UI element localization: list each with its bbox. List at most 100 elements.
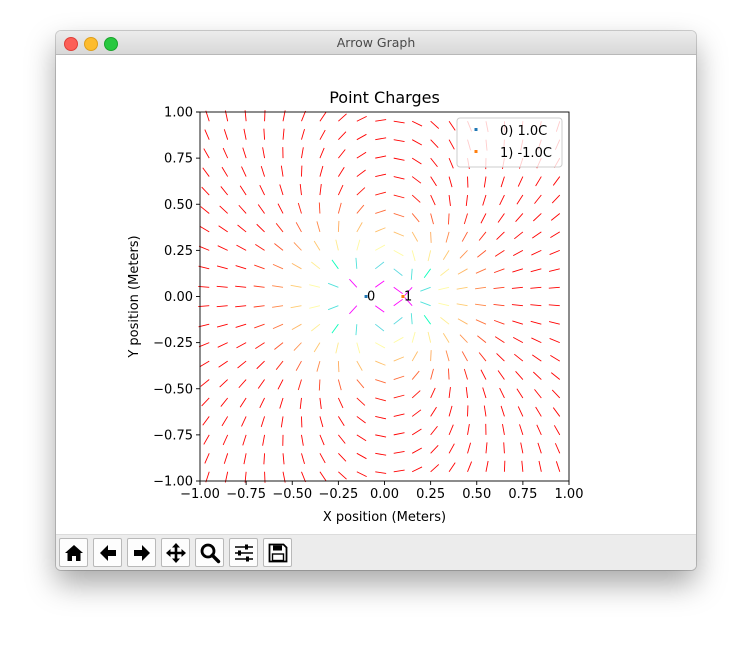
field-arrow [477,335,487,343]
field-arrow [221,416,229,427]
field-arrow [467,461,473,472]
field-arrow [272,323,284,330]
field-arrow [448,443,455,454]
field-arrow [259,397,265,409]
field-arrow [393,157,405,161]
save-button[interactable] [263,538,292,567]
field-arrow [337,167,345,177]
field-arrow [356,397,366,406]
field-arrow [236,342,247,349]
field-arrow [374,261,385,270]
field-arrow [530,304,542,307]
zoom-button[interactable] [195,538,224,567]
field-arrow [393,298,403,307]
field-arrow [430,139,439,148]
subplots-button[interactable] [229,538,258,567]
field-arrow [253,305,265,308]
field-arrow [318,379,321,391]
field-arrow [277,203,284,214]
field-arrow [512,268,524,273]
field-arrow [337,220,340,232]
field-arrow [356,239,361,251]
field-arrow [242,434,247,446]
field-arrow [223,453,229,464]
field-arrow [549,337,560,344]
field-arrow [356,452,367,460]
field-arrow [459,250,468,259]
field-arrow [297,379,302,391]
field-arrow [309,284,321,288]
field-arrow [552,176,561,186]
field-arrow [475,286,487,290]
forward-button[interactable] [127,538,156,567]
field-arrow [331,323,339,334]
field-arrow [511,286,523,289]
field-arrow [411,409,422,417]
field-arrow [511,304,523,307]
field-arrow [254,264,265,270]
field-arrow [356,169,366,177]
field-arrow [277,379,284,390]
field-arrow [423,268,431,279]
field-arrow [448,194,451,206]
field-arrow [448,176,453,188]
minimize-button[interactable] [84,37,98,51]
field-arrow [198,342,210,348]
field-arrow [235,323,247,328]
pan-button[interactable] [161,538,190,567]
legend: 0) 1.0C 1) -1.0C [456,117,563,168]
field-arrow [356,222,363,233]
field-arrow [448,424,454,436]
field-arrow [514,353,524,362]
y-tick-label: 0.50 [164,198,193,213]
zoom-window-button[interactable] [104,37,118,51]
field-arrow [275,223,284,233]
field-arrow [550,213,561,221]
field-arrow [237,360,247,369]
close-button[interactable] [64,37,78,51]
field-arrow [205,110,210,122]
field-arrow [218,225,228,233]
back-button[interactable] [93,538,122,567]
field-arrow [356,342,361,354]
home-button[interactable] [59,538,88,567]
field-arrow [253,285,265,288]
field-arrow [337,379,342,391]
field-arrow [319,397,322,409]
field-arrow [448,157,454,169]
field-arrow [530,286,542,289]
field-arrow [519,424,524,436]
field-arrow [430,194,436,206]
field-arrow [534,389,542,399]
x-tick-label: −0.50 [272,487,312,502]
field-arrow [448,139,455,150]
field-arrow [375,173,387,178]
field-arrow [551,194,561,204]
field-arrow [355,257,358,269]
field-arrow [295,360,302,371]
field-arrow [311,261,321,270]
x-axis-label: X position (Meters) [323,510,446,525]
field-arrow [411,370,420,380]
field-arrow [442,333,450,343]
field-arrow [438,286,450,291]
field-arrow [393,139,405,143]
field-arrow [260,165,266,177]
field-arrow [220,397,229,407]
field-arrow [255,244,265,251]
field-arrow [257,204,265,214]
field-arrow [337,361,340,373]
field-arrow [430,406,437,417]
field-arrow [478,231,487,241]
field-arrow [503,442,505,454]
field-arrow [235,285,247,288]
field-arrow [514,231,524,240]
field-arrow [482,194,487,206]
title-bar: Arrow Graph [56,31,696,55]
field-arrow [217,342,228,348]
field-arrow [338,149,346,159]
field-arrow [411,351,419,362]
field-arrow [430,464,440,473]
save-icon [268,543,288,563]
field-arrow [241,416,247,427]
